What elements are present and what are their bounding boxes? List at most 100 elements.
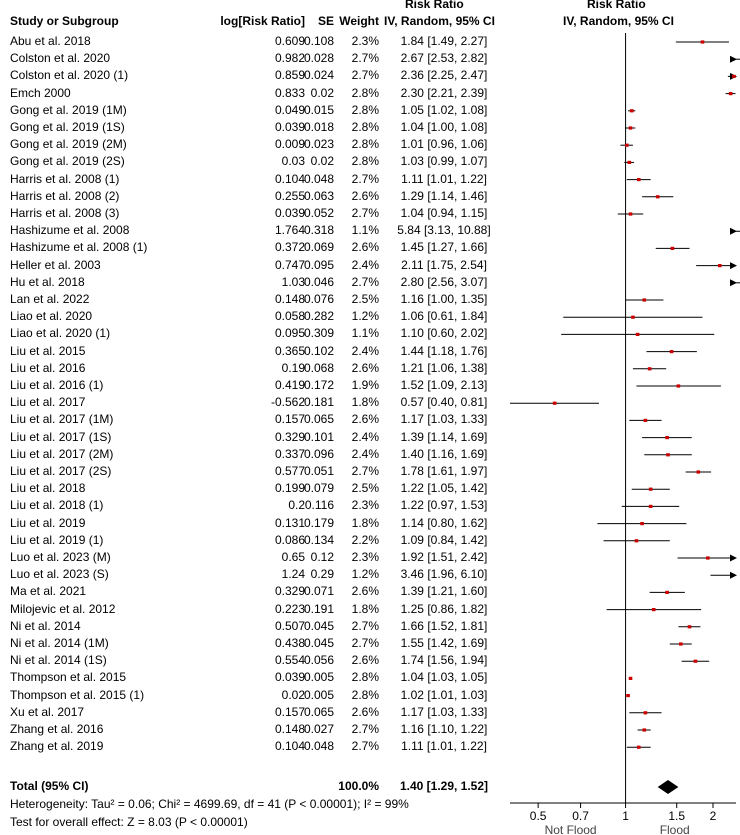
point-estimate <box>643 711 648 715</box>
weight-value: 2.7% <box>351 464 379 478</box>
weight-value: 2.5% <box>351 481 379 496</box>
log-rr-value: 1.24 <box>281 567 305 582</box>
table-row: Gong et al. 2019 (2M) 0.009 0.023 2.8% 1.01 … <box>0 136 740 153</box>
log-rr-value: 0.372 <box>274 240 305 255</box>
ci-value: 1.25 [0.86, 1.82] <box>400 601 488 616</box>
x-label-left: Not Flood <box>545 823 597 835</box>
table-row: Zhang et al. 2016 0.148 0.027 2.7% 1.16 [1.1… <box>0 721 740 738</box>
weight-value: 2.7% <box>351 636 379 650</box>
weight-value: 2.7% <box>351 739 379 754</box>
ci-arrow <box>730 571 737 579</box>
point-estimate <box>665 590 669 594</box>
point-estimate <box>687 625 692 629</box>
ci-value: 1.22 [0.97, 1.53] <box>400 498 488 513</box>
study-name: Lan et al. 2022 <box>10 292 90 306</box>
se-value: 0.023 <box>303 137 334 152</box>
point-estimate <box>642 728 647 732</box>
log-rr-value: 1.03 <box>281 274 305 289</box>
ci-value: 5.84 [3.13, 10.88] <box>397 223 491 238</box>
log-rr-value: 0.095 <box>274 326 305 341</box>
ci-value: 2.80 [2.56, 3.07] <box>400 274 488 289</box>
weight-value: 2.7% <box>351 171 379 186</box>
ci-value: 1.04 [1.00, 1.08] <box>400 120 488 134</box>
se-value: 0.179 <box>303 515 334 530</box>
header-rr-method: IV, Random, 95% CI <box>384 14 495 28</box>
log-rr-value: 0.747 <box>274 257 305 272</box>
study-name: Zhang et al. 2019 <box>10 739 104 754</box>
point-estimate <box>640 522 644 526</box>
log-rr-value: 0.009 <box>274 137 305 152</box>
se-value: 0.134 <box>303 532 334 547</box>
ci-value: 1.16 [1.10, 1.22] <box>400 722 488 736</box>
header-plot-top: Risk Ratio <box>587 0 646 11</box>
study-name: Ni et al. 2014 (1S) <box>10 653 107 668</box>
se-value: 0.005 <box>303 670 334 685</box>
x-tick-label: 1 <box>622 809 629 823</box>
point-estimate <box>648 504 653 508</box>
point-estimate <box>625 143 629 147</box>
weight-value: 2.3% <box>351 498 379 513</box>
table-row: Thompson et al. 2015 0.039 0.005 2.8% 1.04 [… <box>0 669 740 686</box>
weight-value: 2.2% <box>351 532 379 547</box>
ci-value: 1.78 [1.61, 1.97] <box>400 464 488 478</box>
se-value: 0.068 <box>303 360 334 375</box>
ci-value: 1.05 [1.02, 1.08] <box>400 102 488 117</box>
study-name: Milojevic et al. 2012 <box>10 601 116 616</box>
study-name: Liu et al. 2018 <box>10 481 86 496</box>
study-name: Ni et al. 2014 (1M) <box>10 636 109 650</box>
table-row: Luo et al. 2023 (S) 1.24 0.29 1.2% 3.46 [1.9… <box>0 566 740 583</box>
table-row: Liu et al. 2017 (2S) 0.577 0.051 2.7% 1.78 [… <box>0 463 740 480</box>
weight-value: 2.4% <box>351 429 379 444</box>
study-name: Heller et al. 2003 <box>10 257 101 272</box>
study-name: Emch 2000 <box>10 85 71 100</box>
log-rr-value: 0.982 <box>274 51 305 66</box>
log-rr-value: 0.577 <box>274 464 305 478</box>
ci-value: 1.17 [1.03, 1.33] <box>400 704 488 719</box>
study-name: Harris et al. 2008 (2) <box>10 188 120 203</box>
weight-value: 2.4% <box>351 257 379 272</box>
log-rr-value: 0.104 <box>274 171 305 186</box>
ci-value: 1.40 [1.16, 1.69] <box>400 446 488 461</box>
table-row: Liu et al. 2018 0.199 0.079 2.5% 1.22 [1.05,… <box>0 480 740 497</box>
weight-value: 2.6% <box>351 412 379 427</box>
point-estimate <box>636 745 641 749</box>
log-rr-value: 0.058 <box>274 309 305 324</box>
se-value: 0.282 <box>303 309 334 324</box>
se-value: 0.056 <box>303 653 334 668</box>
weight-value: 2.4% <box>351 343 379 358</box>
ci-value: 2.67 [2.53, 2.82] <box>400 51 488 66</box>
total-label: Total (95% CI) <box>10 779 89 793</box>
ci-value: 1.45 [1.27, 1.66] <box>400 240 488 255</box>
ci-value: 1.11 [1.01, 1.22] <box>401 171 487 186</box>
se-value: 0.063 <box>303 188 334 203</box>
study-name: Liu et al. 2016 <box>10 360 86 375</box>
point-estimate <box>669 350 674 354</box>
ci-value: 1.66 [1.52, 1.81] <box>400 618 488 633</box>
table-row: Ni et al. 2014 (1S) 0.554 0.056 2.6% 1.74 [1… <box>0 652 740 669</box>
ci-value: 2.11 [1.75, 2.54] <box>401 257 487 272</box>
point-estimate <box>676 384 681 388</box>
study-name: Ni et al. 2014 <box>10 618 81 633</box>
log-rr-value: 0.19 <box>281 360 305 375</box>
weight-value: 2.8% <box>351 687 379 702</box>
ci-value: 3.46 [1.96, 6.10] <box>400 567 488 582</box>
se-value: 0.046 <box>303 274 334 289</box>
point-estimate <box>642 298 647 302</box>
se-value: 0.024 <box>303 68 334 83</box>
weight-value: 2.6% <box>351 240 379 255</box>
weight-value: 1.1% <box>351 223 379 238</box>
table-row: Hashizume et al. 2008 (1) 0.372 0.069 2.6% 1… <box>0 239 740 256</box>
weight-value: 2.7% <box>351 274 379 289</box>
table-row: Ni et al. 2014 0.507 0.045 2.7% 1.66 [1.52, … <box>0 618 740 635</box>
weight-value: 2.3% <box>351 34 379 48</box>
point-estimate <box>636 178 641 182</box>
log-rr-value: 0.199 <box>274 481 305 496</box>
log-rr-value: 0.419 <box>274 378 305 392</box>
study-name: Colston et al. 2020 (1) <box>10 68 129 83</box>
weight-value: 2.6% <box>351 584 379 599</box>
study-name: Luo et al. 2023 (S) <box>10 567 109 582</box>
log-rr-value: 0.833 <box>274 85 305 100</box>
log-rr-value: 0.049 <box>274 102 305 117</box>
ci-arrow <box>730 55 737 63</box>
